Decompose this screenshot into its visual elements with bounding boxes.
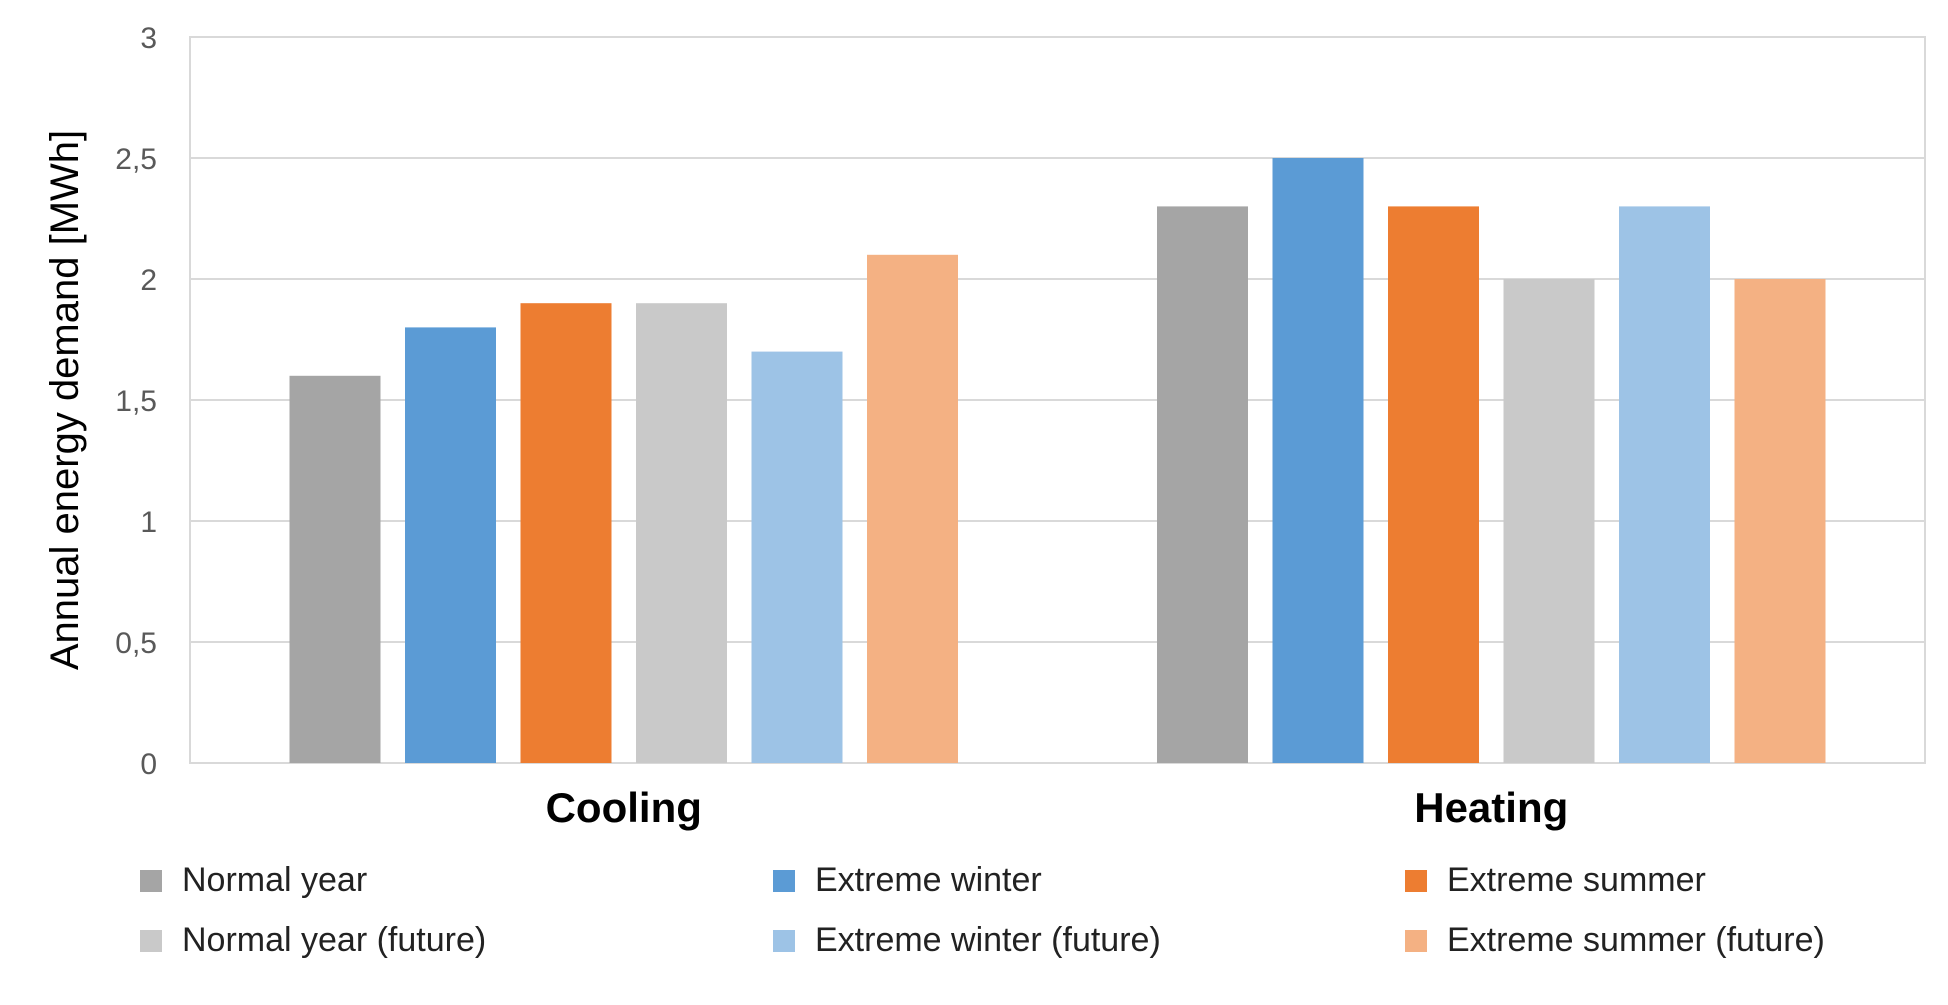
y-tick-label: 2 <box>140 264 157 297</box>
legend: Normal year Extreme winter Extreme summer N… <box>140 861 1825 959</box>
legend-swatch <box>140 870 162 892</box>
bar-cooling-extreme-summer <box>520 303 612 763</box>
bar-heating-extreme-summer-future <box>1734 279 1826 763</box>
y-tick-label: 2,5 <box>115 143 157 176</box>
category-labels: Cooling Heating <box>546 784 1569 831</box>
y-tick-label: 0,5 <box>115 627 157 660</box>
y-tick-label: 1,5 <box>115 385 157 418</box>
legend-item: Extreme winter (future) <box>773 921 1161 959</box>
legend-label: Extreme summer <box>1447 861 1706 899</box>
legend-item: Extreme summer (future) <box>1405 921 1825 959</box>
bar-heating-extreme-summer <box>1388 206 1479 763</box>
bar-cooling-normal-year-future <box>636 303 727 763</box>
bar-cooling-extreme-winter-future <box>751 351 843 763</box>
legend-item: Normal year <box>140 861 367 899</box>
legend-swatch <box>1405 870 1427 892</box>
bar-heating-normal-year-future <box>1503 279 1595 763</box>
bar-cooling-extreme-summer-future <box>867 254 958 764</box>
legend-swatch <box>773 870 795 892</box>
legend-swatch <box>1405 930 1427 952</box>
legend-item: Normal year (future) <box>140 921 486 959</box>
legend-label: Normal year <box>182 861 367 899</box>
y-axis-ticks: 0 0,5 1 1,5 2 2,5 3 <box>115 22 157 781</box>
bar-heating-normal-year <box>1157 206 1248 763</box>
category-label-heating: Heating <box>1414 784 1568 831</box>
y-axis-title: Annual energy demand [MWh] <box>43 130 87 670</box>
bar-heating-extreme-winter-future <box>1619 206 1710 763</box>
legend-label: Extreme summer (future) <box>1447 921 1825 959</box>
y-tick-label: 3 <box>140 22 157 55</box>
plot-area-frame <box>189 36 1926 764</box>
y-tick-label: 1 <box>140 506 157 539</box>
legend-label: Normal year (future) <box>182 921 486 959</box>
bar-cooling-normal-year <box>289 375 381 763</box>
bars <box>289 158 1826 764</box>
legend-swatch <box>773 930 795 952</box>
legend-swatch <box>140 930 162 952</box>
legend-label: Extreme winter (future) <box>815 921 1161 959</box>
legend-label: Extreme winter <box>815 861 1042 899</box>
category-label-cooling: Cooling <box>546 784 702 831</box>
legend-item: Extreme summer <box>1405 861 1706 899</box>
bar-cooling-extreme-winter <box>405 327 496 763</box>
y-tick-label: 0 <box>140 748 157 781</box>
bar-heating-extreme-winter <box>1272 158 1364 763</box>
legend-item: Extreme winter <box>773 861 1042 899</box>
